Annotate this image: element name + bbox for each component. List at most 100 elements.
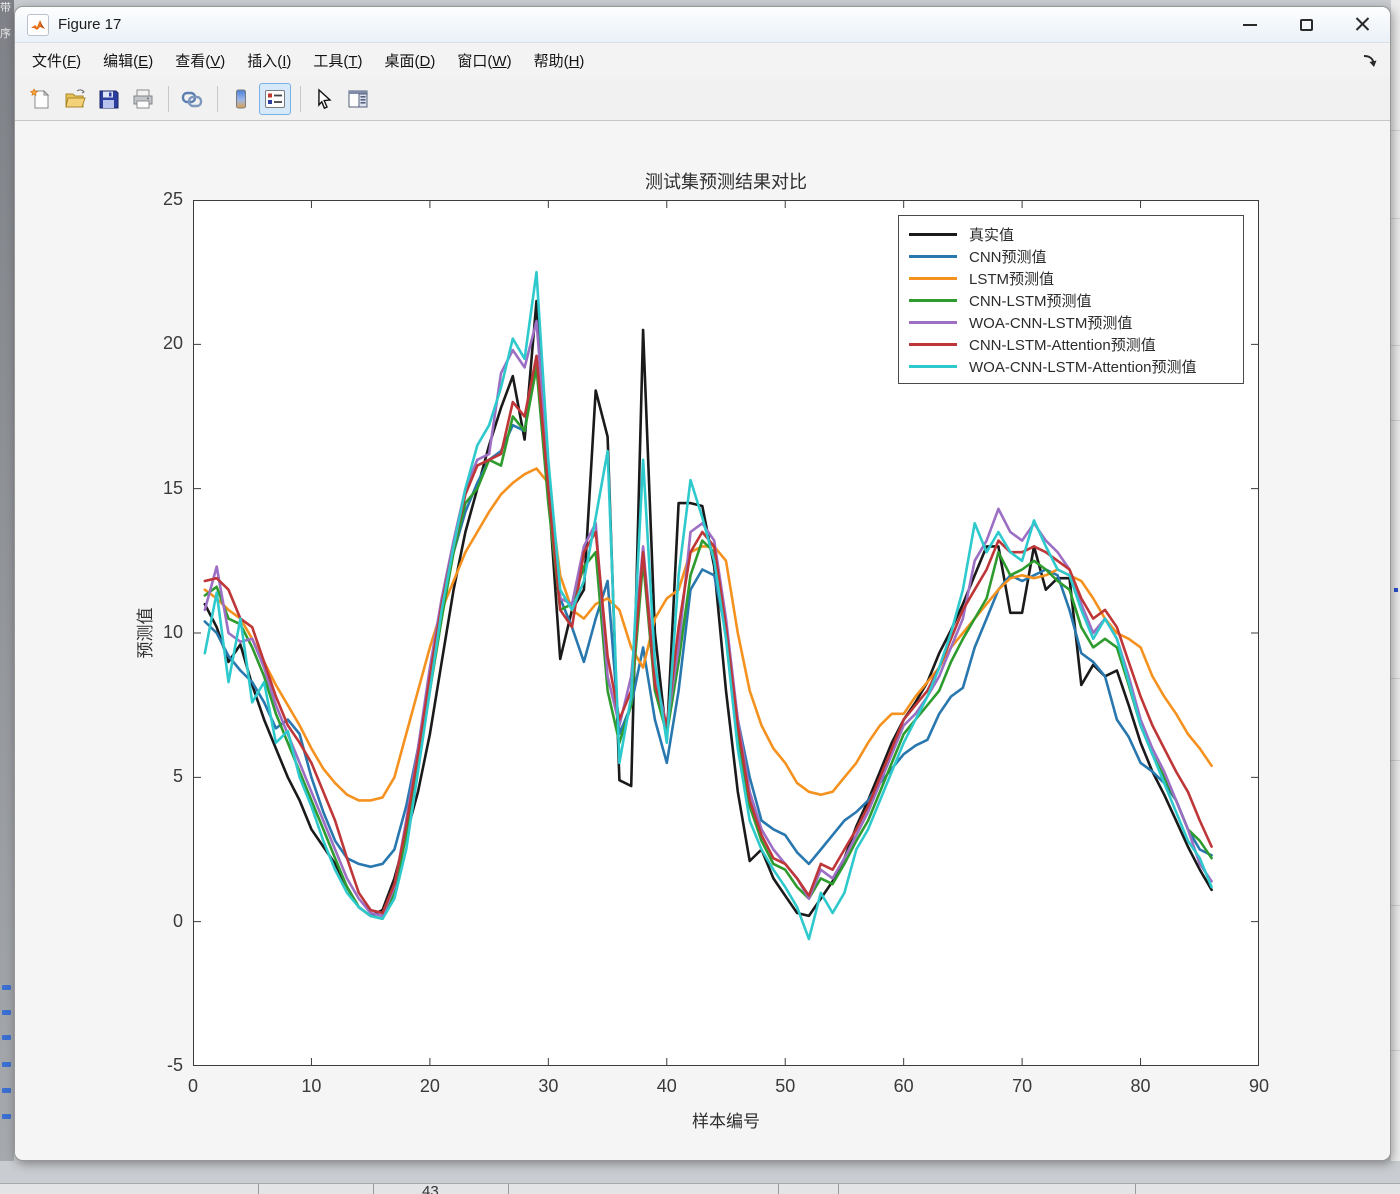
x-tick-label: 90 <box>1248 1076 1270 1096</box>
colorbar-icon <box>236 89 246 108</box>
chain-link-icon <box>181 91 203 107</box>
menu-item-i[interactable]: 插入(I) <box>247 53 292 70</box>
background-icon-fragment <box>2 1035 11 1040</box>
toolbar-separator <box>168 85 169 112</box>
legend-label: WOA-CNN-LSTM预测值 <box>969 314 1133 332</box>
new-figure-button[interactable] <box>25 83 57 115</box>
series-line <box>203 366 1213 921</box>
property-inspector-button[interactable] <box>342 83 374 115</box>
insert-legend-button[interactable] <box>259 82 291 115</box>
legend-label: WOA-CNN-LSTM-Attention预测值 <box>969 358 1197 376</box>
series-line <box>203 354 1213 869</box>
minimize-button[interactable] <box>1222 7 1278 42</box>
edit-plot-button[interactable] <box>308 83 340 115</box>
legend-line-swatch <box>909 232 957 236</box>
print-figure-button[interactable] <box>127 83 159 115</box>
menu-item-d[interactable]: 桌面(D) <box>384 53 436 70</box>
toolbar <box>15 77 1390 121</box>
menu-item-w[interactable]: 窗口(W) <box>457 53 512 70</box>
close-icon <box>1355 17 1370 32</box>
background-text-fragment: 带 <box>0 2 11 14</box>
toolbar-separator <box>300 85 301 112</box>
x-tick-label: 10 <box>301 1076 322 1096</box>
legend-line-swatch <box>909 320 957 324</box>
open-folder-icon <box>65 88 86 107</box>
x-tick-label: 50 <box>775 1076 796 1096</box>
background-table-row: 43 <box>0 1183 1400 1194</box>
y-tick-label: 0 <box>172 910 183 931</box>
matlab-logo-icon <box>27 13 49 36</box>
y-tick-label: -5 <box>166 1055 183 1075</box>
new-document-icon <box>29 87 50 108</box>
series-line <box>203 270 1213 941</box>
maximize-icon <box>1299 18 1313 31</box>
background-icon-fragment <box>2 1088 11 1093</box>
background-cell-value: 43 <box>422 1183 439 1194</box>
insert-colorbar-button[interactable] <box>225 83 257 115</box>
y-tick-label: 20 <box>162 333 183 354</box>
titlebar[interactable]: Figure 17 <box>15 7 1390 43</box>
close-button[interactable] <box>1334 7 1390 42</box>
series-line <box>203 467 1213 802</box>
legend-entry[interactable]: LSTM预测值 <box>909 267 1243 289</box>
y-tick-label: 5 <box>172 766 183 787</box>
legend-line-swatch <box>909 342 957 346</box>
figure-window: Figure 17 文件(F) 编辑(E) 查看(V) 插入(I) 工具(T) 桌面(D)… <box>14 6 1391 1161</box>
legend-label: LSTM预测值 <box>969 270 1055 288</box>
minimize-icon <box>1243 23 1257 26</box>
window-controls <box>1222 7 1390 42</box>
legend-entry[interactable]: CNN预测值 <box>909 245 1243 267</box>
cursor-arrow-icon <box>318 87 332 109</box>
menu-item-t[interactable]: 工具(T) <box>313 53 363 70</box>
x-tick-label: 20 <box>419 1076 440 1096</box>
menu-item-f[interactable]: 文件(F) <box>32 53 82 70</box>
window-title: Figure 17 <box>58 16 122 33</box>
background-window-right-edge <box>1391 0 1400 1194</box>
background-window-bottom-strip: 43 <box>0 1161 1400 1194</box>
background-icon-fragment <box>2 985 11 990</box>
x-tick-label: 60 <box>893 1076 914 1096</box>
toolbar-separator <box>217 85 218 112</box>
printer-icon <box>133 89 153 108</box>
y-tick-label: 25 <box>162 189 183 209</box>
menu-item-e[interactable]: 编辑(E) <box>103 53 154 70</box>
x-tick-label: 30 <box>538 1076 559 1096</box>
menu-item-v[interactable]: 查看(V) <box>175 53 226 70</box>
legend-label: CNN预测值 <box>969 248 1047 266</box>
x-axis-label: 样本编号 <box>692 1112 760 1131</box>
link-plot-button[interactable] <box>176 83 208 115</box>
legend-line-swatch <box>909 364 957 368</box>
background-icon-fragment <box>2 1010 11 1015</box>
legend-label: CNN-LSTM-Attention预测值 <box>969 336 1156 354</box>
legend-label: CNN-LSTM预测值 <box>969 292 1092 310</box>
background-window-left-edge: 带 序 <box>0 0 14 1194</box>
legend-line-swatch <box>909 276 957 280</box>
legend[interactable]: 真实值 CNN预测值 LSTM预测值 CNN-LSTM预测值 WOA-CNN-LSTM预… <box>898 215 1244 384</box>
legend-entry[interactable]: 真实值 <box>909 223 1243 245</box>
maximize-button[interactable] <box>1278 7 1334 42</box>
series-line <box>203 299 1213 918</box>
legend-entry[interactable]: WOA-CNN-LSTM-Attention预测值 <box>909 355 1243 377</box>
dock-figure-icon[interactable] <box>1360 51 1380 71</box>
save-figure-button[interactable] <box>93 83 125 115</box>
plot-lines <box>193 200 1259 1066</box>
menu-item-h[interactable]: 帮助(H) <box>533 53 585 70</box>
legend-entry[interactable]: WOA-CNN-LSTM预测值 <box>909 311 1243 333</box>
open-file-button[interactable] <box>59 83 91 115</box>
background-icon-fragment <box>2 1062 11 1067</box>
legend-entry[interactable]: CNN-LSTM-Attention预测值 <box>909 333 1243 355</box>
panel-window-icon <box>348 90 368 107</box>
x-tick-label: 70 <box>1012 1076 1033 1096</box>
legend-line-swatch <box>909 298 957 302</box>
series-line <box>203 354 1213 915</box>
legend-icon <box>265 89 285 108</box>
background-icon-fragment <box>2 1114 11 1119</box>
legend-label: 真实值 <box>969 226 1015 244</box>
series-line <box>203 319 1213 918</box>
save-floppy-icon <box>99 90 119 108</box>
background-text-fragment: 序 <box>0 28 11 40</box>
background-dot-fragment <box>1394 588 1398 592</box>
legend-entry[interactable]: CNN-LSTM预测值 <box>909 289 1243 311</box>
x-tick-label: 80 <box>1130 1076 1151 1096</box>
